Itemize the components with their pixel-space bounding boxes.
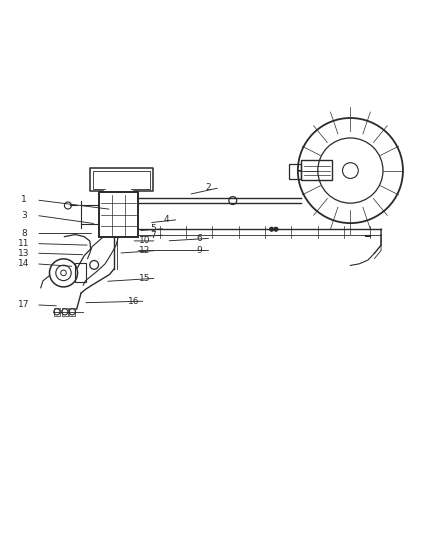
Bar [99,192,138,237]
Text: 6: 6 [196,234,202,243]
Text: 11: 11 [18,239,30,248]
Text: 1: 1 [21,196,27,204]
Text: 4: 4 [164,215,169,224]
Bar [75,263,86,282]
Bar [69,308,75,316]
Text: 2: 2 [205,183,211,192]
Text: 12: 12 [139,246,150,255]
Text: 9: 9 [196,246,202,255]
Circle shape [274,227,278,231]
Text: 14: 14 [18,260,30,268]
Text: 3: 3 [21,211,27,220]
Text: 16: 16 [128,297,139,305]
Bar [54,308,60,316]
Text: 13: 13 [18,249,30,257]
Text: 5: 5 [150,224,156,233]
Text: 15: 15 [139,274,150,282]
Circle shape [269,227,274,231]
Text: 17: 17 [18,301,30,309]
Bar [62,308,68,316]
Text: 8: 8 [21,229,27,238]
Text: 10: 10 [139,237,150,245]
Text: 7: 7 [150,231,156,239]
Bar [301,160,332,180]
Bar [289,164,301,179]
